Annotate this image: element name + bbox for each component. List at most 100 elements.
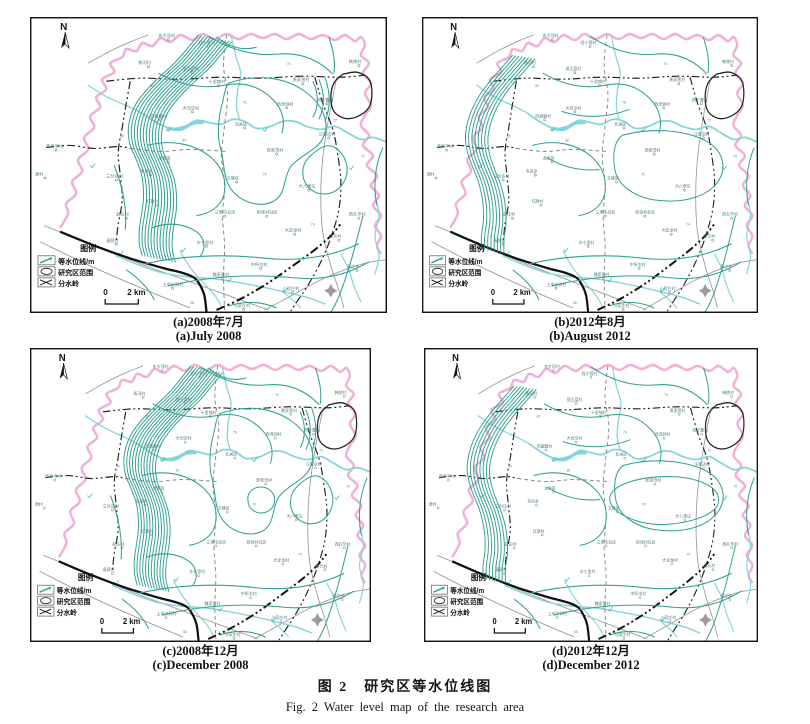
svg-text:72: 72 (319, 449, 323, 453)
svg-text:76: 76 (642, 502, 646, 506)
svg-text:桑元村: 桑元村 (703, 233, 715, 239)
svg-text:西漳涧村: 西漳涧村 (655, 431, 671, 437)
study-area-boundary (57, 363, 367, 584)
svg-text:75: 75 (664, 62, 668, 66)
svg-text:西高平村: 西高平村 (439, 472, 455, 478)
rivers (87, 36, 386, 309)
legend-label-water-level-contour: 等水位线/m (56, 586, 92, 595)
svg-text:85: 85 (507, 134, 511, 138)
svg-text:80: 80 (567, 468, 571, 472)
svg-text:西高平村: 西高平村 (437, 142, 453, 148)
svg-text:76: 76 (263, 173, 267, 177)
svg-text:三里屯社区: 三里屯社区 (215, 209, 236, 216)
svg-text:邵王度村: 邵王度村 (567, 396, 583, 402)
svg-text:85: 85 (508, 465, 512, 469)
svg-text:程小营村: 程小营村 (191, 370, 207, 376)
svg-text:龙安区: 龙安区 (544, 484, 556, 490)
study-area-boundary (58, 32, 383, 255)
svg-text:北关区: 北关区 (615, 450, 627, 456)
svg-text:中所屯村: 中所屯村 (630, 590, 646, 596)
svg-text:70: 70 (733, 154, 737, 158)
svg-text:东风乡: 东风乡 (140, 168, 153, 175)
svg-text:汪家店村: 汪家店村 (694, 460, 710, 466)
ne-enclosure-outline (704, 71, 745, 120)
svg-text:西于曹村: 西于曹村 (317, 96, 335, 103)
svg-text:袁薛庄: 袁薛庄 (495, 566, 507, 572)
watershed-line (45, 474, 126, 480)
interchange-icon (699, 613, 712, 627)
svg-text:68: 68 (190, 301, 194, 305)
svg-text:78: 78 (243, 100, 247, 104)
panel-a-caption-en: (a)July 2008 (175, 328, 242, 343)
svg-text:程小营村: 程小营村 (581, 39, 597, 45)
district-boundary-dashed (125, 478, 218, 483)
svg-text:图例: 图例 (469, 243, 484, 253)
contour-lines (466, 366, 755, 642)
svg-text:大定龙村: 大定龙村 (662, 556, 678, 562)
watershed-line (666, 77, 716, 312)
map-frame (424, 348, 758, 642)
svg-text:红旗村: 红旗村 (533, 527, 545, 533)
svg-text:72: 72 (333, 118, 337, 122)
svg-text:文峰区: 文峰区 (607, 174, 619, 180)
svg-text:74: 74 (686, 223, 690, 227)
svg-text:桑元村: 桑元村 (704, 562, 716, 568)
svg-text:70: 70 (361, 154, 365, 158)
svg-text:前张村社区: 前张村社区 (257, 209, 278, 216)
watershed-line (102, 405, 350, 413)
svg-text:N: N (60, 22, 67, 33)
svg-text:大定龙村: 大定龙村 (662, 227, 678, 233)
panel-d-caption: (d)2012年12月 (d)December 2012 (424, 644, 758, 673)
svg-text:文峰区: 文峰区 (218, 504, 230, 510)
legend-label-study-area-extent: 研究区范围 (448, 268, 481, 277)
watershed-line (278, 407, 328, 641)
legend-label-study-area-extent: 研究区范围 (58, 268, 93, 277)
svg-text:74: 74 (311, 223, 315, 227)
svg-text:图例: 图例 (80, 243, 96, 253)
watershed-line (290, 77, 342, 312)
scale-bar: 0 2 km (100, 617, 140, 634)
svg-text:龙安区: 龙安区 (543, 154, 555, 160)
svg-text:西孔华村: 西孔华村 (722, 211, 738, 217)
svg-text:桑元村: 桑元村 (329, 233, 342, 240)
svg-text:文峰区: 文峰区 (227, 175, 240, 182)
svg-text:马家庄村: 马家庄村 (224, 631, 240, 637)
ne-enclosure-outline (330, 71, 373, 120)
svg-text:黄家营村: 黄家营村 (670, 407, 686, 413)
svg-text:78: 78 (623, 431, 627, 435)
svg-text:三里屯社区: 三里屯社区 (597, 538, 617, 544)
svg-text:大八里庄: 大八里庄 (299, 183, 316, 190)
svg-text:大八里庄: 大八里庄 (675, 182, 691, 188)
svg-text:袁薛庄: 袁薛庄 (106, 237, 119, 244)
svg-text:邵王度村: 邵王度村 (182, 65, 200, 72)
scale-bar: 0 2 km (492, 617, 532, 634)
panel-c-map: 东大项村 程小营村 杨河村 邵王度村 十里铺村 黄家营村 韩陵村 西于曹村 西漳涧村 大司空村 四盘… (30, 348, 371, 642)
svg-text:75: 75 (664, 393, 668, 397)
svg-text:三分庄村: 三分庄村 (103, 502, 119, 508)
svg-text:高庄乡: 高庄乡 (720, 263, 732, 269)
svg-text:郭家湾村: 郭家湾村 (645, 146, 661, 152)
svg-text:前张村社区: 前张村社区 (246, 538, 266, 544)
legend-label-watershed-divide: 分水岭 (58, 279, 79, 288)
main-road (449, 230, 590, 312)
district-boundary-dashed (516, 147, 608, 152)
north-arrow: N (452, 353, 462, 381)
svg-text:魏家营村: 魏家营村 (213, 271, 231, 278)
svg-text:袁薛庄: 袁薛庄 (103, 566, 115, 572)
svg-text:68: 68 (183, 630, 187, 634)
svg-text:大定龙村: 大定龙村 (273, 556, 289, 562)
svg-text:赵庄村: 赵庄村 (505, 540, 517, 546)
svg-text:源村: 源村 (35, 500, 43, 506)
svg-text:十里铺村: 十里铺村 (590, 78, 606, 84)
svg-text:邵王度村: 邵王度村 (176, 396, 192, 402)
svg-text:西漳涧村: 西漳涧村 (654, 100, 670, 106)
svg-text:80: 80 (182, 138, 186, 142)
svg-text:74: 74 (298, 552, 302, 556)
watershed-line (493, 74, 737, 82)
svg-text:韩陵村: 韩陵村 (722, 58, 734, 64)
rivers (84, 367, 370, 638)
svg-text:小官庄村: 小官庄村 (660, 285, 676, 291)
